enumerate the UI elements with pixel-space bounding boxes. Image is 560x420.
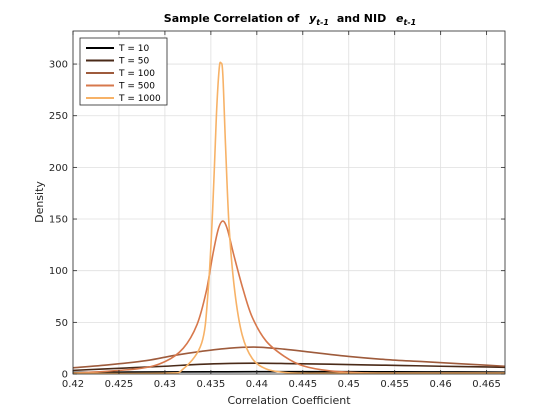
y-tick-label: 250: [49, 111, 68, 122]
plot-frame: [72, 30, 506, 375]
x-tick-label: 0.43: [154, 379, 176, 390]
title-var1-sub: t-1: [316, 18, 329, 27]
y-tick-label: 50: [55, 318, 68, 329]
x-axis-ticks: 0.42 0.425 0.43 0.435 0.44 0.445 0.45 0.455 0.46…: [62, 31, 501, 390]
legend-label: T = 100: [118, 69, 155, 79]
y-tick-label: 150: [49, 215, 68, 226]
legend-label: T = 500: [118, 82, 155, 92]
legend-label: T = 10: [118, 44, 149, 54]
legend-label: T = 50: [118, 57, 149, 67]
title-prefix: Sample Correlation of: [164, 12, 300, 25]
legend-items: T = 10 T = 50 T = 100 T = 500 T = 1000: [86, 44, 161, 104]
x-tick-label: 0.445: [288, 379, 317, 390]
y-tick-label: 0: [62, 370, 68, 381]
x-tick-label: 0.46: [430, 379, 452, 390]
y-axis-label: Density: [33, 181, 46, 223]
x-tick-label: 0.465: [472, 379, 501, 390]
x-tick-label: 0.425: [105, 379, 134, 390]
legend-label: T = 1000: [118, 94, 161, 104]
chart-title: Sample Correlation of yt-1 and NID et-1: [164, 12, 416, 28]
title-var2: e: [396, 12, 404, 25]
title-mid: and NID: [337, 12, 386, 25]
x-tick-label: 0.435: [197, 379, 226, 390]
x-tick-label: 0.42: [62, 379, 84, 390]
y-tick-label: 200: [49, 163, 68, 174]
y-axis-ticks: 0 50 100 150 200 250 300: [49, 60, 505, 381]
y-tick-label: 100: [49, 266, 68, 277]
title-var1: y: [309, 12, 317, 25]
legend-box: [79, 37, 168, 106]
x-tick-label: 0.44: [246, 379, 268, 390]
x-tick-label: 0.45: [338, 379, 360, 390]
x-tick-label: 0.455: [380, 379, 409, 390]
series-line-t-50: [73, 362, 505, 372]
series-layer: [73, 61, 505, 374]
legend: T = 10 T = 50 T = 100 T = 500 T = 1000: [79, 37, 168, 106]
series-line-t-100: [73, 346, 505, 369]
x-axis-label: Correlation Coefficient: [227, 394, 351, 407]
y-tick-label: 300: [49, 60, 68, 71]
title-var2-sub: t-1: [404, 18, 417, 27]
series-line-t-1000: [73, 61, 505, 374]
